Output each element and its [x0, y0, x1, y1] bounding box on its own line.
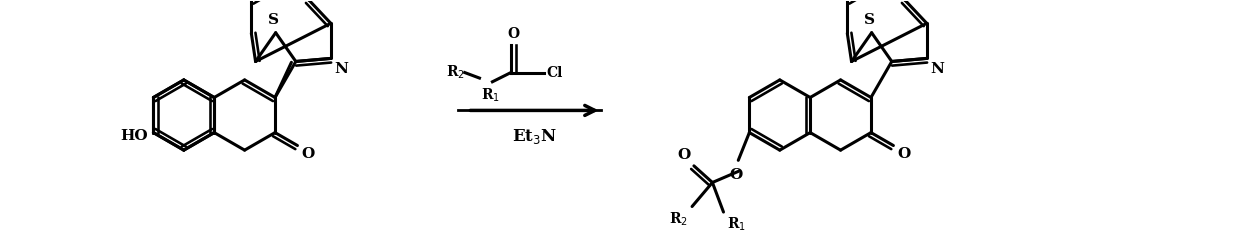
Text: N: N	[931, 62, 945, 76]
Text: S: S	[269, 13, 280, 27]
Text: Et$_3$N: Et$_3$N	[513, 127, 557, 146]
Text: R$_2$: R$_2$	[670, 210, 688, 228]
Text: Cl: Cl	[546, 66, 562, 79]
Text: O: O	[898, 147, 910, 161]
Text: HO: HO	[120, 129, 147, 143]
Text: O: O	[508, 27, 520, 41]
Text: O: O	[677, 148, 691, 162]
Text: O: O	[730, 168, 743, 182]
Text: R$_1$: R$_1$	[727, 216, 747, 233]
Text: S: S	[864, 13, 875, 27]
Text: O: O	[301, 147, 314, 161]
Text: R$_1$: R$_1$	[482, 86, 500, 104]
Text: N: N	[334, 62, 348, 76]
Text: R$_2$: R$_2$	[446, 64, 464, 81]
